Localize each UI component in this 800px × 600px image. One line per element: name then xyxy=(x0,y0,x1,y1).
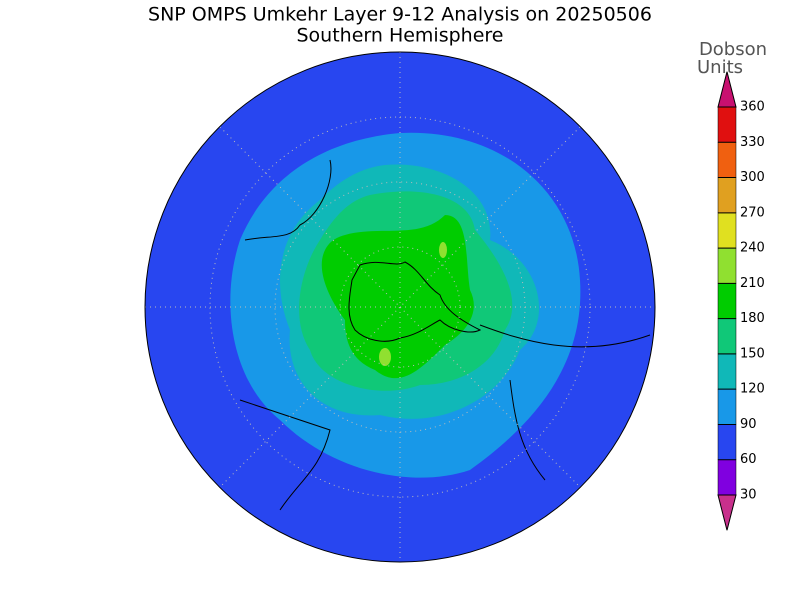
colorbar-segment xyxy=(717,106,737,143)
colorbar-tick-label: 120 xyxy=(740,382,765,397)
colorbar-segment xyxy=(717,424,737,460)
coastline xyxy=(348,261,482,342)
colorbar-tick-label: 330 xyxy=(740,135,765,150)
colorbar-segment xyxy=(717,283,737,319)
colorbar-tick-label: 30 xyxy=(740,488,757,503)
colorbar-segment xyxy=(717,353,737,390)
coastline xyxy=(239,399,331,511)
colorbar-segment xyxy=(717,318,737,355)
graticule xyxy=(145,52,655,562)
colorbar-segment xyxy=(717,177,737,214)
colorbar-tick-label: 210 xyxy=(740,276,765,291)
colorbar-tick-label: 300 xyxy=(740,170,765,185)
colorbar-tick-label: 90 xyxy=(740,417,757,432)
colorbar-label: Units xyxy=(697,57,743,78)
map-border xyxy=(144,51,656,563)
coastline xyxy=(479,324,651,348)
colorbar-label: Dobson xyxy=(699,39,767,60)
colorbar-tick-label: 150 xyxy=(740,346,765,361)
coastline xyxy=(244,159,332,241)
colorbar-segment xyxy=(717,212,737,249)
colorbar: 30 60 90 120 150 180 210 240 270 300 330 360 xyxy=(717,71,765,531)
band-region xyxy=(439,242,447,258)
coastline xyxy=(509,379,546,481)
colorbar-arrow xyxy=(717,494,737,531)
colorbar-tick-label: 240 xyxy=(740,241,765,256)
colorbar-segment xyxy=(717,388,737,425)
map xyxy=(145,52,655,562)
colorbar-segment xyxy=(717,142,737,178)
band-region xyxy=(321,215,474,379)
colorbar-tick-label: 360 xyxy=(740,100,765,115)
subtitle: Southern Hemisphere xyxy=(296,25,503,47)
colorbar-segment xyxy=(717,247,737,284)
colorbar-tick-label: 180 xyxy=(740,311,765,326)
colorbar-segment xyxy=(717,459,737,496)
colorbar-tick-label: 270 xyxy=(740,205,765,220)
title: SNP OMPS Umkehr Layer 9-12 Analysis on 2… xyxy=(148,4,652,26)
band-region xyxy=(379,348,391,366)
colorbar-tick-label: 60 xyxy=(740,452,757,467)
